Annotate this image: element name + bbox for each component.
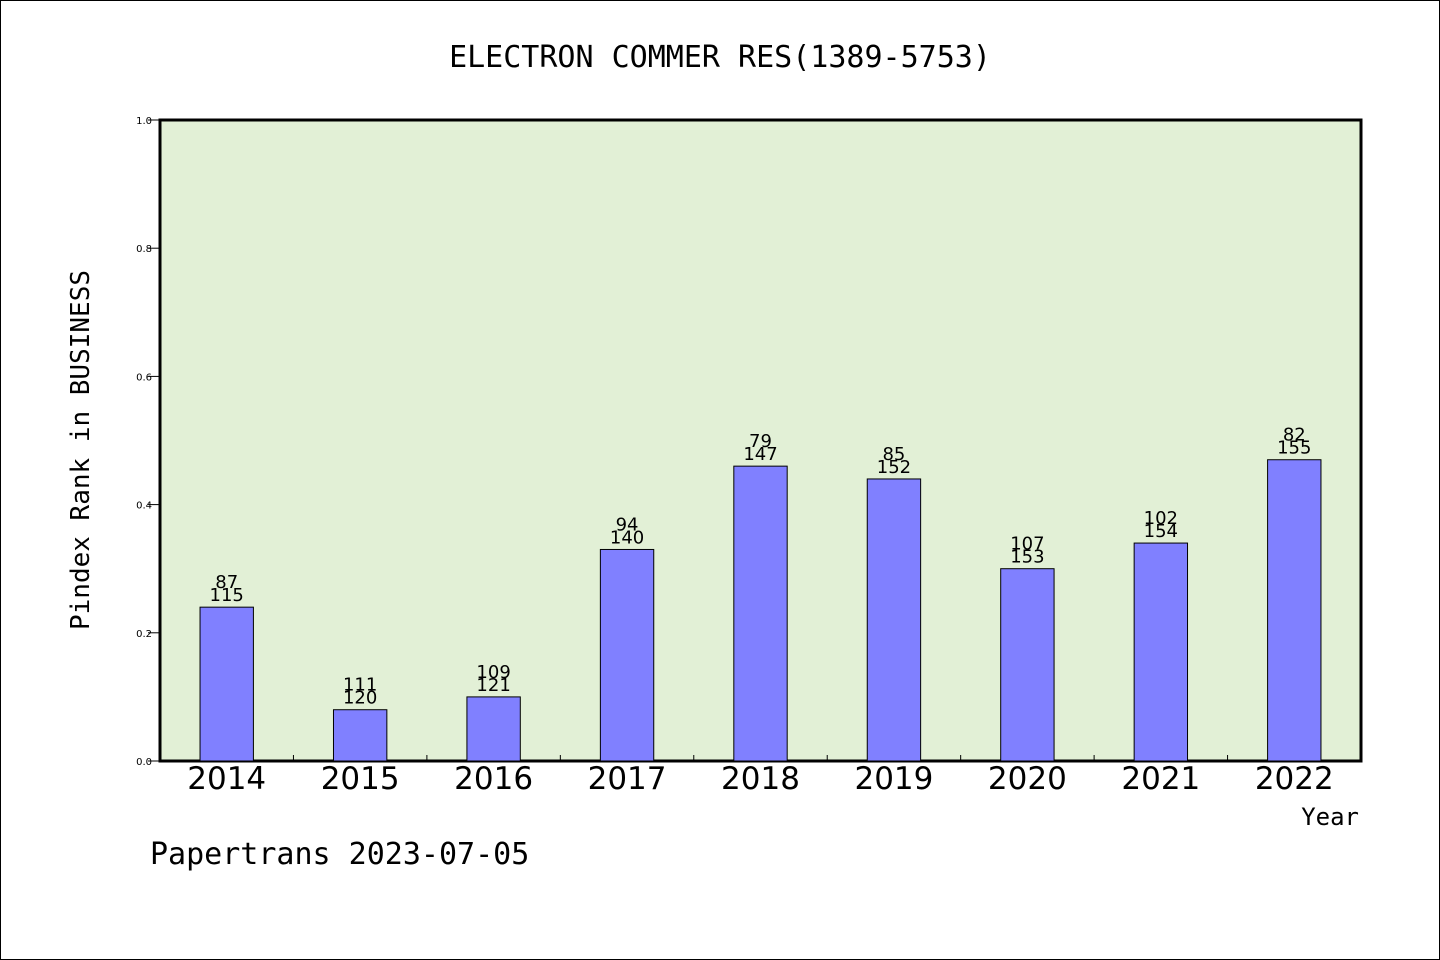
bar-label-lower: 155	[1277, 438, 1311, 459]
bar	[1000, 568, 1055, 762]
bar	[332, 709, 388, 762]
x-tick-label: 2014	[187, 761, 266, 797]
y-tick-label: 0.8	[136, 244, 152, 255]
axis-layer: 0.0 0.2 0.4 0.6 0.8 1.0 2014 2015 2016 2017 2018 20…	[136, 116, 1334, 797]
bar-label-lower: 120	[343, 688, 377, 709]
bar-label-lower: 152	[877, 457, 911, 478]
bar-label-upper: 102	[1144, 508, 1178, 529]
bar-label-upper: 111	[343, 675, 377, 696]
bar-label-upper: 94	[616, 514, 639, 535]
y-tick-label: 0.4	[136, 501, 152, 512]
x-tick-label: 2016	[454, 761, 533, 797]
y-tick-label: 1.0	[136, 116, 152, 127]
x-tick-label: 2019	[854, 761, 933, 797]
bar-label-upper: 85	[882, 444, 905, 465]
chart-title: ELECTRON COMMER RES(1389-5753)	[449, 40, 991, 75]
bar	[1133, 542, 1189, 762]
bar-label-upper: 79	[749, 431, 772, 452]
y-tick-label: 0.2	[136, 629, 152, 640]
x-tick-label: 2018	[721, 761, 800, 797]
bar	[599, 548, 655, 762]
y-tick-label: 0.6	[136, 372, 152, 383]
bar-label-upper: 87	[215, 572, 238, 593]
bar-label-lower: 140	[610, 527, 644, 548]
bar	[866, 478, 922, 762]
x-tick-label: 2020	[988, 761, 1067, 797]
bar-label-upper: 82	[1283, 425, 1306, 446]
bar	[466, 696, 521, 762]
bar	[733, 465, 788, 762]
y-axis-label: Pindex Rank in BUSINESS	[66, 270, 96, 630]
bar-label-upper: 109	[476, 662, 510, 683]
y-tick-label: 0.0	[136, 757, 152, 768]
bar-label-lower: 154	[1144, 521, 1178, 542]
bar-label-lower: 147	[743, 444, 777, 465]
x-tick-label: 2021	[1121, 761, 1200, 797]
bar-label-lower: 153	[1010, 547, 1044, 568]
bar-label-upper: 107	[1010, 534, 1044, 555]
bar	[199, 606, 254, 762]
x-axis-label: Year	[1301, 803, 1359, 831]
x-tick-label: 2015	[321, 761, 400, 797]
x-tick-label: 2017	[588, 761, 667, 797]
x-tick-label: 2022	[1255, 761, 1334, 797]
bar-label-lower: 121	[476, 675, 510, 696]
bar	[1267, 459, 1322, 762]
footer-text: Papertrans 2023-07-05	[150, 837, 529, 872]
bar-label-lower: 115	[210, 585, 244, 606]
